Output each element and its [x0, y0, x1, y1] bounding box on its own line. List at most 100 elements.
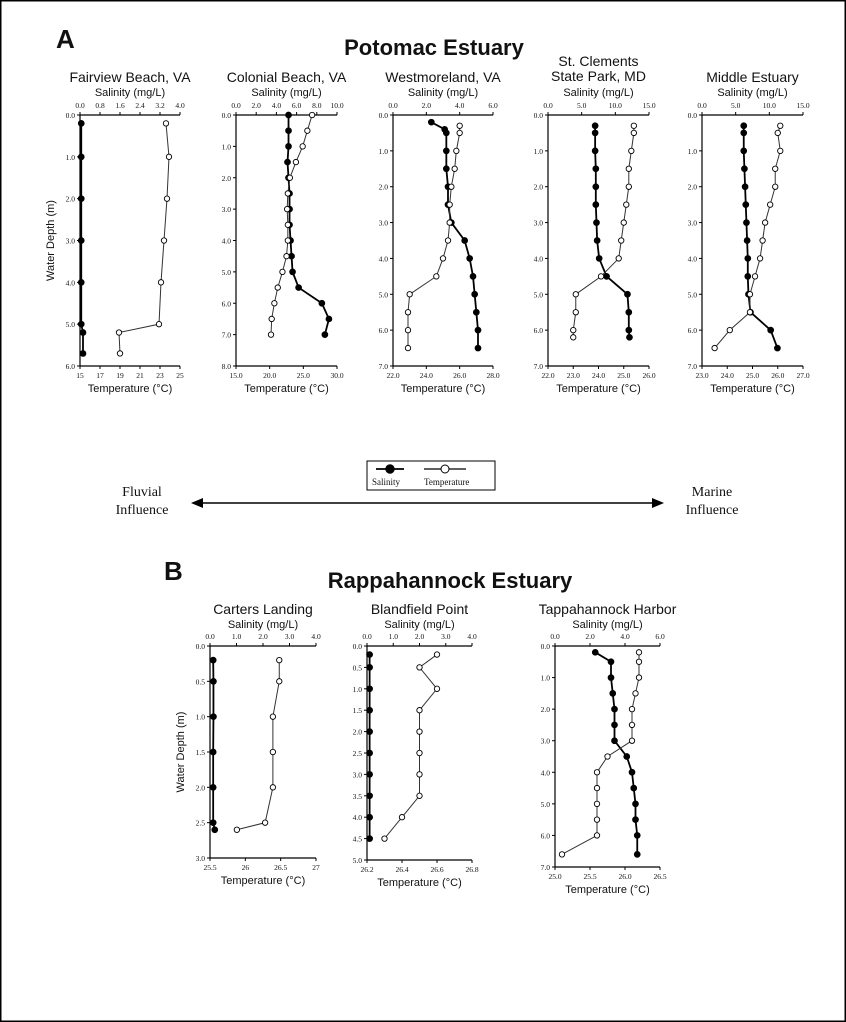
salinity-point [366, 664, 373, 671]
temperature-point [269, 713, 277, 720]
salinity-point [79, 329, 87, 336]
salinity-point [325, 315, 333, 323]
temperature-point [404, 344, 412, 352]
temperature-point [620, 219, 627, 226]
chart-title: Carters Landing [213, 601, 313, 617]
salinity-axis-title: Salinity (mg/L) [384, 619, 454, 631]
depth-tick-label: 1.0 [66, 153, 76, 162]
salinity-point [591, 147, 599, 155]
temperature-point [756, 255, 764, 262]
salinity-point [366, 749, 373, 757]
salinity-tick-label: 3.2 [155, 101, 165, 110]
temperature-tick-label: 26.0 [642, 371, 655, 380]
salinity-point [321, 331, 329, 338]
salinity-tick-label: 6.0 [488, 101, 498, 110]
temperature-point [162, 120, 170, 127]
depth-tick-label: 2.0 [534, 183, 544, 192]
depth-tick-label: 7.0 [688, 362, 698, 371]
depth-tick-label: 7.0 [534, 362, 544, 371]
temperature-point [615, 255, 622, 262]
chart-title: Colonial Beach, VA [227, 69, 347, 85]
temperature-point [116, 350, 124, 357]
depth-tick-label: 4.0 [541, 768, 551, 777]
depth-tick-label: 4.0 [379, 254, 389, 263]
salinity-point [77, 278, 85, 286]
salinity-tick-label: 4.0 [272, 101, 282, 110]
chart-tappahannock-harbor: Tappahannock Harbor Salinity (mg/L) 0.0 2.0… [539, 601, 677, 896]
temperature-point [233, 826, 241, 833]
depth-tick-label: 8.0 [222, 362, 232, 371]
salinity-tick-label: 0.0 [543, 101, 553, 110]
salinity-point [592, 165, 600, 173]
salinity-point [632, 800, 639, 808]
temperature-point [618, 237, 625, 244]
salinity-point [295, 284, 302, 291]
legend-salinity-label: Salinity [372, 477, 401, 487]
depth-tick-label: 1.0 [353, 685, 363, 694]
salinity-point [79, 350, 87, 357]
salinity-tick-label: 5.0 [731, 101, 741, 110]
temperature-point [628, 721, 636, 729]
salinity-tick-label: 0.0 [388, 101, 398, 110]
temperature-point [398, 814, 406, 821]
temperature-point [767, 201, 774, 208]
temperature-axis-title: Temperature (°C) [88, 383, 172, 395]
temperature-point [267, 331, 275, 338]
depth-tick-label: 1.0 [688, 147, 698, 156]
temperature-tick-label: 24.0 [420, 371, 433, 380]
temperature-point [625, 165, 632, 172]
temperature-point [276, 656, 283, 664]
temperature-point [632, 690, 639, 697]
salinity-point [366, 706, 373, 714]
temperature-point [163, 195, 171, 202]
chart-title: State Park, MD [551, 68, 646, 84]
chart-colonial-beach-va: Colonial Beach, VA Salinity (mg/L) 0.0 2.0 4… [222, 69, 347, 395]
salinity-point [611, 737, 618, 745]
chart-westmoreland-va: Westmoreland, VA Salinity (mg/L) 0.0 2.0 4.0… [379, 69, 502, 395]
salinity-tick-label: 4.0 [467, 632, 477, 641]
salinity-tick-label: 4.0 [311, 632, 321, 641]
salinity-point [211, 826, 219, 834]
salinity-point [471, 290, 479, 298]
legend-temperature-marker [440, 464, 450, 474]
salinity-point [603, 273, 610, 280]
depth-tick-label: 0.0 [379, 111, 389, 120]
salinity-point [427, 118, 435, 126]
salinity-point [366, 813, 373, 821]
salinity-point [366, 792, 373, 800]
temperature-profile-line [118, 123, 170, 354]
temperature-point [456, 122, 463, 129]
salinity-tick-label: 4.0 [620, 632, 630, 641]
temperature-point [623, 201, 630, 208]
gradient-arrow-left-head [191, 498, 203, 508]
temperature-point [772, 183, 779, 190]
depth-tick-label: 3.0 [66, 237, 76, 246]
salinity-tick-label: 1.6 [115, 101, 125, 110]
salinity-point [626, 333, 633, 341]
temperature-point [604, 753, 611, 760]
chart-middle-estuary: Middle Estuary Salinity (mg/L) 0.0 5.0 10.0 1… [688, 69, 810, 395]
depth-tick-label: 5.0 [534, 290, 544, 299]
salinity-tick-label: 10.0 [763, 101, 776, 110]
temperature-point [451, 165, 458, 172]
depth-tick-label: 2.0 [196, 783, 206, 792]
gradient-arrow-right-head [652, 498, 664, 508]
temperature-tick-label: 27 [312, 863, 320, 872]
temperature-point [746, 309, 754, 316]
depth-tick-label: 2.0 [66, 195, 76, 204]
temperature-point [593, 832, 601, 839]
temperature-axis-title: Temperature (°C) [401, 383, 485, 395]
depth-tick-label: 4.0 [353, 813, 363, 822]
temperature-point [269, 748, 277, 756]
temperature-tick-label: 26.5 [653, 872, 666, 881]
salinity-point [285, 111, 292, 119]
salinity-point [591, 122, 599, 130]
salinity-point [774, 344, 781, 352]
temperature-tick-label: 15.0 [229, 371, 242, 380]
salinity-tick-label: 0.0 [205, 632, 215, 641]
salinity-point [285, 143, 292, 150]
salinity-tick-label: 0.0 [362, 632, 372, 641]
temperature-tick-label: 25.0 [548, 872, 561, 881]
salinity-point [628, 768, 636, 776]
salinity-point [593, 237, 601, 244]
